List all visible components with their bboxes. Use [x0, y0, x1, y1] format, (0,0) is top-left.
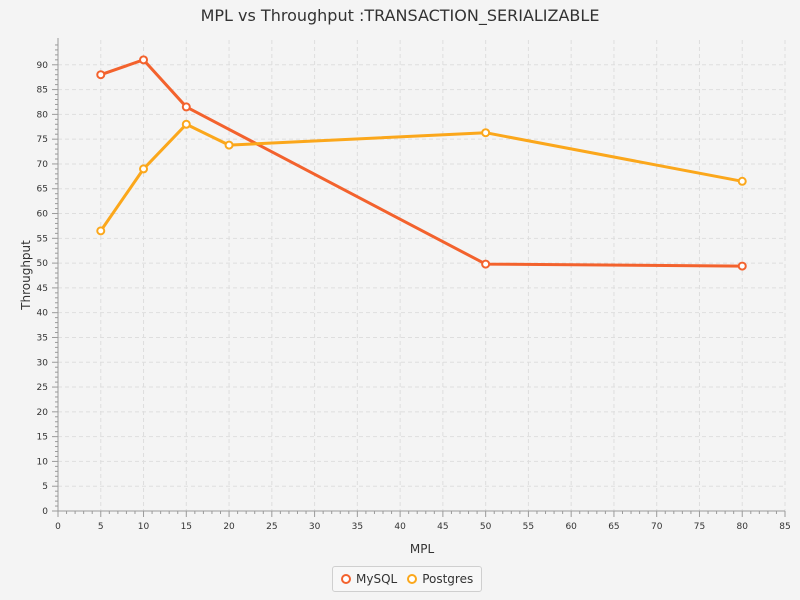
legend-swatch-mysql: [341, 574, 351, 584]
x-tick-label: 10: [138, 522, 150, 532]
x-tick-label: 0: [55, 522, 61, 532]
x-tick-label: 30: [309, 522, 321, 532]
legend-item-postgres: Postgres: [407, 572, 473, 586]
x-tick-label: 65: [608, 522, 619, 532]
x-tick-label: 60: [565, 522, 577, 532]
data-point-mysql: [181, 102, 191, 112]
x-tick-label: 15: [181, 522, 192, 532]
y-tick-label: 25: [37, 383, 48, 393]
y-tick-label: 0: [42, 507, 48, 517]
y-tick-label: 65: [37, 185, 48, 195]
x-tick-label: 25: [266, 522, 277, 532]
chart-title: MPL vs Throughput :TRANSACTION_SERIALIZA…: [200, 6, 600, 25]
y-tick-label: 85: [37, 86, 48, 96]
x-tick-label: 50: [480, 522, 492, 532]
legend-swatch-postgres: [407, 574, 418, 584]
x-tick-label: 40: [394, 522, 406, 532]
legend-label-postgres: Postgres: [422, 572, 474, 586]
y-tick-label: 45: [37, 284, 48, 294]
y-tick-label: 15: [37, 433, 48, 443]
x-tick-label: 75: [694, 522, 705, 532]
legend-item-mysql: MySQL: [341, 572, 397, 586]
x-tick-label: 45: [437, 522, 448, 532]
x-tick-label: 85: [779, 522, 790, 532]
data-point-postgres: [181, 119, 191, 129]
x-tick-label: 55: [523, 522, 534, 532]
data-point-postgres: [481, 128, 491, 138]
y-tick-label: 20: [37, 408, 49, 418]
data-point-mysql: [481, 259, 491, 269]
x-tick-label: 80: [737, 522, 749, 532]
y-tick-label: 40: [37, 309, 49, 319]
x-axis-title: MPL: [410, 542, 435, 556]
data-point-mysql: [96, 70, 106, 80]
y-tick-label: 80: [37, 110, 49, 120]
y-tick-label: 10: [37, 457, 49, 467]
y-tick-label: 5: [42, 482, 48, 492]
series-layer: [96, 55, 747, 271]
data-point-mysql: [737, 261, 747, 271]
y-tick-label: 75: [37, 135, 48, 145]
x-tick-label: 35: [352, 522, 363, 532]
legend-label-mysql: MySQL: [356, 572, 398, 586]
axes: 0 5 10 15 20 25 30 35 40 45 50 55 60 65 70 75 80 85 90 0 5 10…: [37, 38, 791, 532]
y-tick-label: 35: [37, 333, 48, 343]
y-tick-label: 30: [37, 358, 49, 368]
y-tick-label: 90: [37, 61, 49, 71]
y-tick-label: 60: [37, 210, 49, 220]
grid: [58, 40, 786, 511]
y-tick-label: 50: [37, 259, 49, 269]
data-point-postgres: [139, 164, 149, 174]
data-point-mysql: [139, 55, 149, 65]
y-tick-label: 70: [37, 160, 49, 170]
data-point-postgres: [737, 176, 747, 186]
data-point-postgres: [224, 140, 234, 150]
x-tick-label: 5: [98, 522, 104, 532]
y-tick-label: 55: [37, 234, 48, 244]
data-point-postgres: [96, 226, 106, 236]
legend: MySQL Postgres: [332, 566, 483, 592]
x-tick-label: 70: [651, 522, 663, 532]
x-tick-label: 20: [223, 522, 235, 532]
y-axis-title: Throughput: [19, 240, 33, 311]
series-line-postgres: [99, 122, 743, 232]
